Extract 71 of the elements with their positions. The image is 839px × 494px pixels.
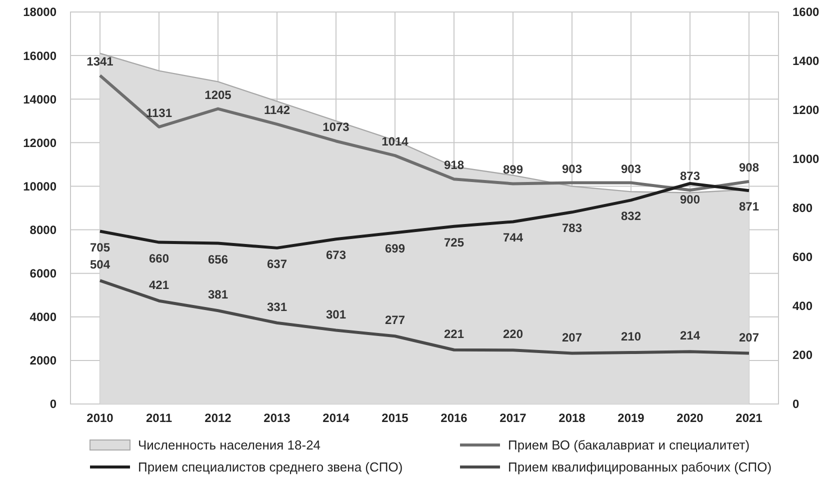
y2-tick-label: 200 xyxy=(792,348,813,362)
data-label: 744 xyxy=(502,230,524,245)
y-tick-label: 16000 xyxy=(23,48,57,63)
data-label: 277 xyxy=(384,313,406,328)
data-label: 1341 xyxy=(86,54,114,68)
data-label: 504 xyxy=(90,258,110,272)
data-label: 331 xyxy=(266,300,288,314)
legend-label: Численность населения 18-24 xyxy=(138,438,321,453)
y-tick-label: 10000 xyxy=(23,179,57,194)
data-label: 207 xyxy=(738,330,760,344)
x-tick-label: 2012 xyxy=(204,411,232,425)
y2-tick-label: 1000 xyxy=(792,152,820,166)
data-label: 1131 xyxy=(146,106,172,120)
y-tick-label: 12000 xyxy=(23,136,57,150)
y-tick-label: 14000 xyxy=(23,92,57,106)
data-label: 660 xyxy=(148,251,170,266)
x-tick-label: 2010 xyxy=(86,411,114,425)
y2-tick-label: 400 xyxy=(792,299,813,314)
data-label: 673 xyxy=(326,248,346,262)
y2-tick-label: 800 xyxy=(792,201,813,216)
data-label: 421 xyxy=(148,278,170,292)
x-tick-label: 2014 xyxy=(322,411,350,425)
data-label: 705 xyxy=(90,240,110,254)
y2-tick-label: 600 xyxy=(792,250,813,264)
data-label: 220 xyxy=(502,327,524,342)
data-label: 903 xyxy=(620,162,642,176)
x-tick-label: 2013 xyxy=(264,411,291,425)
y2-tick-label: 1400 xyxy=(792,54,820,68)
x-tick-label: 2016 xyxy=(440,411,468,425)
y2-tick-label: 0 xyxy=(792,397,800,412)
data-label: 1205 xyxy=(204,88,232,102)
x-tick-label: 2019 xyxy=(618,411,645,425)
x-tick-label: 2017 xyxy=(500,411,527,425)
data-label: 900 xyxy=(680,192,700,206)
data-label: 210 xyxy=(620,330,642,344)
data-label: 221 xyxy=(444,326,464,341)
y-tick-label: 2000 xyxy=(30,354,57,368)
x-tick-label: 2020 xyxy=(676,411,704,425)
data-label: 918 xyxy=(444,158,464,172)
y-tick-label: 8000 xyxy=(30,222,57,237)
legend-label: Прием квалифицированных рабочих (СПО) xyxy=(508,460,772,475)
data-label: 873 xyxy=(680,169,700,184)
data-label: 1142 xyxy=(264,103,290,118)
data-label: 783 xyxy=(562,221,582,236)
x-tick-label: 2018 xyxy=(558,411,586,425)
data-label: 207 xyxy=(562,330,582,344)
data-label: 1073 xyxy=(322,120,350,134)
data-label: 699 xyxy=(384,242,406,256)
y-tick-label: 4000 xyxy=(30,310,57,324)
x-tick-label: 2021 xyxy=(736,411,763,425)
data-label: 725 xyxy=(444,235,464,250)
data-label: 908 xyxy=(738,160,760,175)
y2-tick-label: 1600 xyxy=(792,5,820,20)
data-label: 903 xyxy=(562,162,582,176)
data-label: 381 xyxy=(208,288,228,302)
data-label: 871 xyxy=(738,200,760,214)
data-label: 1014 xyxy=(382,134,409,149)
data-label: 832 xyxy=(620,209,642,224)
data-label: 656 xyxy=(208,252,228,266)
x-tick-label: 2015 xyxy=(382,411,409,425)
legend-label: Прием специалистов среднего звена (СПО) xyxy=(138,460,403,475)
legend-label: Прием ВО (бакалавриат и специалитет) xyxy=(508,438,750,453)
x-tick-label: 2011 xyxy=(146,411,172,425)
y-tick-label: 6000 xyxy=(30,266,57,281)
data-label: 214 xyxy=(680,328,700,343)
data-label: 899 xyxy=(502,162,524,177)
y2-tick-label: 1200 xyxy=(792,103,820,118)
data-label: 637 xyxy=(266,256,288,271)
data-label: 301 xyxy=(326,307,346,322)
y-tick-label: 0 xyxy=(50,397,57,412)
y-tick-label: 18000 xyxy=(23,5,57,20)
